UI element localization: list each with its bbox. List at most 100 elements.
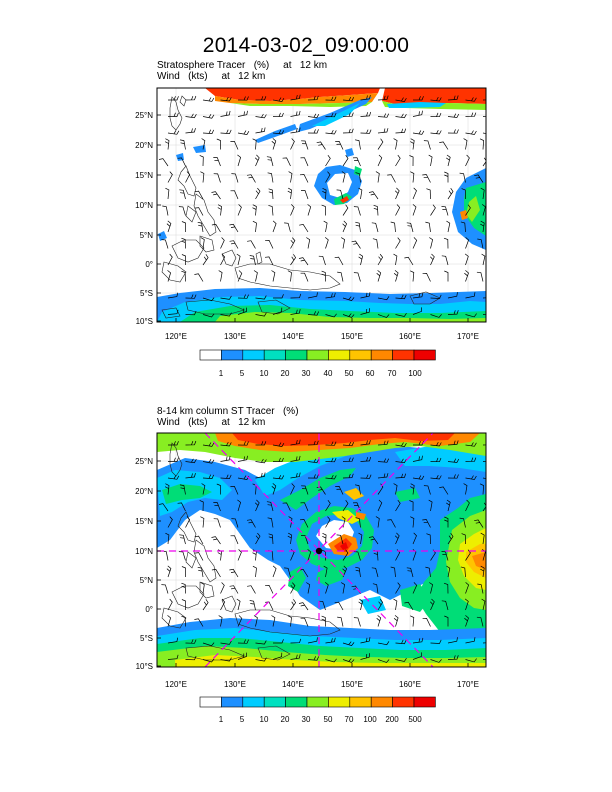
wind-barb: [465, 313, 477, 318]
panel1-lon-label: 120°E: [165, 332, 187, 341]
wind-barb: [287, 187, 293, 200]
wind-barb: [465, 499, 470, 512]
wind-barb: [325, 658, 337, 663]
wind-barb: [164, 138, 170, 150]
wind-barb: [299, 224, 309, 233]
wind-barb: [271, 270, 276, 282]
wind-barb: [465, 582, 470, 594]
wind-barb: [284, 222, 291, 233]
wind-barb: [199, 500, 204, 512]
wind-barb: [164, 483, 170, 495]
wind-barb: [323, 565, 328, 578]
wind-barb: [395, 658, 407, 662]
colorbar-box: [199, 349, 222, 361]
wind-barb: [290, 110, 301, 117]
wind-barb: [342, 204, 349, 216]
wind-barb: [423, 485, 431, 495]
wind-barb: [325, 637, 336, 644]
wind-barb: [255, 96, 267, 101]
wind-barb: [372, 583, 379, 594]
colorbar-box: [263, 349, 286, 361]
wind-barb: [237, 307, 247, 315]
panel1-lon-label: 170°E: [457, 332, 479, 341]
panel1-lat-label: 10°S: [136, 317, 153, 326]
wind-barb: [267, 172, 274, 183]
wind-barb: [231, 173, 239, 183]
wind-barb: [479, 138, 484, 150]
wind-barb: [282, 157, 291, 167]
wind-barb: [306, 237, 311, 249]
wind-barb: [252, 220, 257, 233]
wind-barb: [444, 270, 449, 282]
wind-barb: [393, 270, 399, 282]
panel1-colorbar: [199, 349, 436, 361]
wind-barb: [236, 598, 241, 611]
wind-barb: [412, 110, 423, 117]
wind-barb: [217, 204, 222, 216]
wind-barb: [342, 658, 355, 663]
wind-barb: [480, 187, 485, 200]
wind-barb: [465, 442, 477, 447]
wind-barb: [272, 97, 285, 102]
wind-barb: [412, 237, 418, 249]
panel1-subtitle-wind: Wind (kts) at 12 km: [157, 71, 266, 82]
wind-barb: [463, 483, 468, 495]
wind-barb: [441, 551, 449, 561]
wind-barb: [237, 294, 249, 299]
wind-barb: [168, 96, 179, 101]
wind-barb: [377, 314, 390, 318]
panel2-lat-label: 5°N: [140, 576, 154, 585]
wind-barb: [482, 155, 486, 167]
wind-barb: [213, 157, 221, 167]
wind-barb: [316, 486, 326, 495]
wind-barb: [444, 171, 449, 183]
wind-barb: [194, 535, 204, 545]
wind-barb: [216, 138, 221, 150]
wind-barb: [430, 457, 442, 463]
wind-barb: [444, 615, 449, 627]
wind-barb: [230, 140, 239, 150]
panel2-lat-label: 10°N: [135, 547, 153, 556]
wind-barb: [481, 204, 486, 216]
wind-barb: [464, 615, 469, 627]
wind-barb: [409, 155, 414, 167]
panel1-map: 25°N 20°N 15°N 10°N 5°N 0° 5°S 10°S 120°…: [135, 87, 487, 341]
wind-barb: [342, 565, 348, 578]
wind-barb: [360, 653, 371, 660]
wind-barb: [441, 206, 449, 216]
wind-barb: [211, 536, 221, 545]
wind-barb: [185, 294, 197, 299]
wind-barb: [447, 292, 458, 299]
colorbar-box: [328, 696, 351, 708]
wind-barb: [237, 154, 242, 167]
panel2-lat-label: 10°S: [136, 662, 153, 671]
wind-barb: [325, 441, 337, 446]
wind-barb: [202, 658, 215, 663]
wind-barb: [358, 532, 363, 545]
wind-barb: [430, 204, 436, 216]
wind-barb: [255, 127, 266, 134]
wind-barb: [377, 659, 390, 663]
wind-barb: [307, 549, 312, 561]
wind-barb: [300, 157, 309, 167]
panel2-frame: [156, 432, 487, 668]
wind-barb: [422, 519, 431, 528]
wind-barb: [447, 655, 459, 660]
wind-barb: [185, 95, 197, 101]
wind-barb: [395, 442, 407, 447]
wind-barb: [220, 110, 231, 117]
wind-barb: [220, 455, 231, 462]
wind-barb: [179, 139, 186, 150]
wind-barb: [268, 205, 274, 216]
wind-barb: [342, 549, 349, 561]
wind-barb: [290, 127, 301, 134]
wind-barb: [395, 499, 401, 512]
wind-barb: [237, 455, 248, 462]
wind-barb: [181, 254, 186, 266]
wind-barb: [430, 475, 442, 480]
wind-barb: [237, 270, 243, 282]
wind-barb: [230, 535, 239, 545]
wind-barb: [413, 96, 424, 101]
wind-barb: [377, 138, 384, 150]
